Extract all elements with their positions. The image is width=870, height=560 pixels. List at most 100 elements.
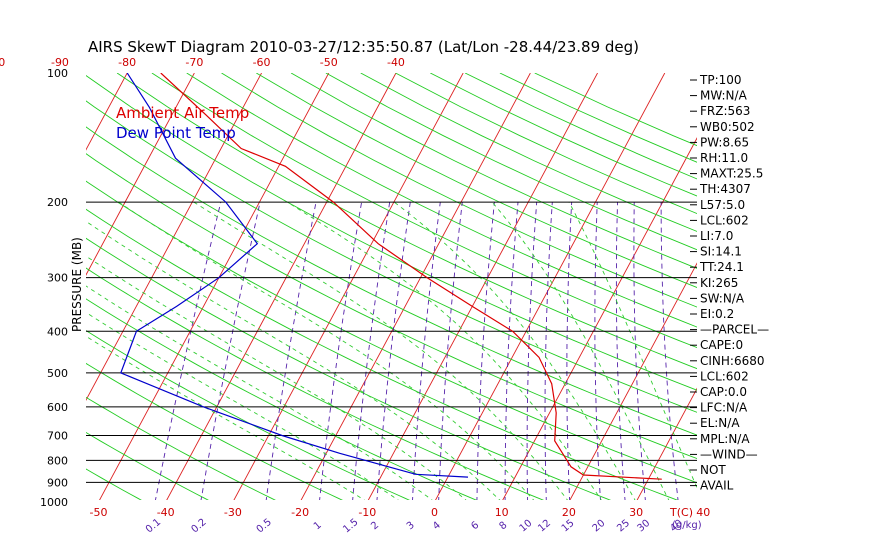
index-value: MW:N/A xyxy=(700,89,748,103)
index-value: CINH:6680 xyxy=(700,354,765,368)
bottom-temperature-tick-label: -40 xyxy=(157,506,175,519)
dry-adiabat-lines xyxy=(86,73,697,500)
dry-adiabat-line xyxy=(360,73,697,232)
mixing-ratio-line xyxy=(200,202,261,500)
mixing-ratio-label: 30 xyxy=(635,518,652,535)
pressure-tick-label: 400 xyxy=(47,325,68,338)
dry-adiabat-line xyxy=(256,73,697,288)
index-value: FRZ:563 xyxy=(700,104,750,118)
legend-dew-point-temp: Dew Point Temp xyxy=(116,124,236,142)
index-value: MAXT:25.5 xyxy=(700,167,763,181)
mixing-ratio-line xyxy=(155,201,222,500)
index-value: —WIND— xyxy=(700,447,758,461)
dry-adiabat-line xyxy=(86,330,410,500)
mixing-ratio-line xyxy=(526,202,538,500)
mixing-ratio-line xyxy=(476,202,495,500)
axis-labels: 1002003004005006007008009001000-120-110-… xyxy=(0,56,710,535)
top-temperature-tick-label: -70 xyxy=(185,56,203,69)
index-value: RH:11.0 xyxy=(700,151,748,165)
top-temperature-tick-label: -90 xyxy=(51,56,69,69)
dry-adiabat-line xyxy=(86,180,697,484)
top-temperature-tick-label: -80 xyxy=(118,56,136,69)
legend-ambient-air-temp: Ambient Air Temp xyxy=(116,104,249,122)
bottom-temperature-tick-label: -50 xyxy=(90,506,108,519)
mixing-ratio-label: 1.5 xyxy=(341,517,360,536)
mixing-ratio-line xyxy=(615,202,626,500)
index-value: SW:N/A xyxy=(700,291,745,305)
mixing-ratio-unit-label: (g/kg) xyxy=(672,520,702,531)
index-value: KI:265 xyxy=(700,276,738,290)
mixing-ratio-line xyxy=(660,202,679,500)
moist-adiabat-line xyxy=(193,201,568,500)
mixing-ratio-label: 3 xyxy=(405,520,417,533)
index-value: EI:0.2 xyxy=(700,307,734,321)
dry-adiabat-line xyxy=(151,73,697,349)
pressure-tick-label: 700 xyxy=(47,430,68,443)
index-value: CAP:0.0 xyxy=(700,385,747,399)
mixing-ratio-line xyxy=(376,202,411,500)
isotherm-line xyxy=(367,73,598,500)
dry-adiabat-line xyxy=(186,73,697,328)
bottom-temperature-tick-label: -30 xyxy=(224,506,242,519)
index-value: TH:4307 xyxy=(699,182,751,196)
dry-adiabat-line xyxy=(86,468,142,500)
dry-adiabat-line xyxy=(86,75,697,391)
mixing-ratio-line xyxy=(633,202,646,500)
pressure-tick-label: 100 xyxy=(47,67,68,80)
legend: Ambient Air Temp Dew Point Temp xyxy=(116,104,249,142)
mixing-ratio-line xyxy=(412,202,441,500)
index-value: —PARCEL— xyxy=(700,323,769,337)
y-axis-label: PRESSURE (MB) xyxy=(70,237,84,332)
mixing-ratio-label: 25 xyxy=(615,518,632,535)
moist-adiabat-line xyxy=(86,220,501,500)
dry-adiabat-line xyxy=(86,100,697,413)
dry-adiabat-line xyxy=(290,73,697,269)
bottom-temperature-tick-label: 40 xyxy=(696,506,710,519)
dry-adiabat-line xyxy=(325,73,697,251)
isotherm-line xyxy=(771,73,870,502)
index-value: LCL:602 xyxy=(700,213,749,227)
ambient-air-temp-line xyxy=(160,73,662,480)
temperature-unit-label: T(C) xyxy=(669,506,693,519)
pressure-tick-label: 500 xyxy=(47,367,68,380)
mixing-ratio-label: 1 xyxy=(312,520,324,533)
mixing-ratio-line xyxy=(504,202,519,500)
pressure-tick-label: 300 xyxy=(47,272,68,285)
moist-adiabat-line xyxy=(491,201,670,500)
mixing-ratio-label: 4 xyxy=(431,520,443,533)
index-value: AVAIL xyxy=(700,479,734,493)
mixing-ratio-label: 15 xyxy=(560,518,577,535)
mixing-ratio-label: 2 xyxy=(369,520,381,533)
index-value: CAPE:0 xyxy=(700,338,743,352)
dry-adiabat-line xyxy=(86,208,679,500)
dry-adiabat-line xyxy=(395,73,697,215)
dry-adiabat-line xyxy=(86,396,276,500)
pressure-tick-label: 1000 xyxy=(40,496,68,509)
isotherm-line xyxy=(435,73,666,500)
mixing-ratio-line xyxy=(265,202,317,500)
dry-adiabat-line xyxy=(86,362,343,500)
isotherm-line xyxy=(86,73,128,151)
mixing-ratio-label: 20 xyxy=(591,518,608,535)
isotherm-line xyxy=(300,73,531,500)
mixing-ratio-label: 0.5 xyxy=(255,517,274,536)
isotherm-lines xyxy=(86,73,870,502)
index-value: TT:24.1 xyxy=(699,260,744,274)
bottom-temperature-tick-label: -20 xyxy=(291,506,309,519)
dew-point-temp-line xyxy=(120,73,469,478)
dry-adiabat-line xyxy=(86,237,612,500)
isotherm-line xyxy=(569,262,697,500)
bottom-temperature-tick-label: 0 xyxy=(431,506,438,519)
index-value: LFC:N/A xyxy=(700,401,748,415)
dry-adiabat-line xyxy=(464,73,697,180)
dry-adiabat-line xyxy=(221,73,697,308)
top-temperature-tick-label: -50 xyxy=(320,56,338,69)
mixing-ratio-label: 6 xyxy=(469,520,481,533)
top-temperature-tick-label: -40 xyxy=(387,56,405,69)
index-value: SI:14.1 xyxy=(700,245,742,259)
mixing-ratio-label: 10 xyxy=(518,518,535,535)
index-value: L57:5.0 xyxy=(700,198,745,212)
moist-adiabat-line xyxy=(568,201,697,489)
moist-adiabat-line xyxy=(86,311,399,500)
chart-title: AIRS SkewT Diagram 2010-03-27/12:35:50.8… xyxy=(88,38,639,56)
